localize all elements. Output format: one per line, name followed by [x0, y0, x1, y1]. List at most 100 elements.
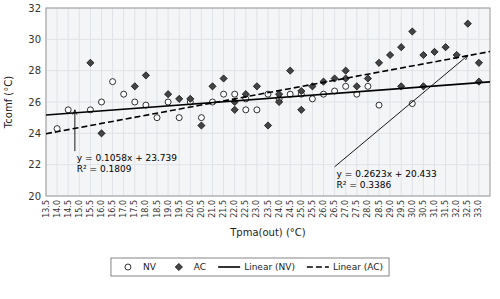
x-tick-label: 25.5 [308, 200, 317, 218]
scatter-point [398, 44, 405, 51]
scatter-point [364, 75, 371, 82]
scatter-point [142, 72, 149, 79]
x-tick-label: 17.0 [119, 200, 128, 218]
scatter-point [298, 87, 305, 94]
plot-frame [46, 8, 490, 196]
x-tick-label: 13.5 [42, 200, 51, 218]
plot-data [46, 20, 490, 137]
x-axis-label: Tpma(out) (°C) [229, 227, 306, 238]
scatter-point [365, 83, 371, 89]
scatter-point [287, 67, 294, 74]
x-tick-label: 22.5 [241, 200, 250, 218]
scatter-point [475, 59, 482, 66]
legend-marker [125, 264, 131, 270]
scatter-point [264, 122, 271, 129]
scatter-point [65, 107, 71, 113]
x-tick-label: 18.0 [141, 200, 150, 218]
x-tick-label: 32.5 [463, 200, 472, 218]
scatter-point [87, 59, 94, 66]
y-tick-label: 20 [28, 191, 41, 202]
legend-frame [111, 258, 389, 276]
scatter-point [209, 83, 216, 90]
legend-line [307, 266, 329, 268]
x-tick-label: 26.0 [319, 200, 328, 218]
annotation-text: R² = 0.3386 [337, 180, 392, 190]
scatter-point [232, 91, 238, 97]
legend-label: Linear (AC) [333, 262, 383, 272]
x-tick-label: 33.0 [474, 200, 483, 218]
x-tick-label: 24.0 [275, 200, 284, 218]
scatter-point [253, 83, 260, 90]
y-tick-label: 30 [28, 34, 41, 45]
legend-label: NV [143, 262, 157, 272]
scatter-point [110, 79, 116, 85]
y-tick-label: 26 [28, 97, 41, 108]
x-tick-label: 17.5 [130, 200, 139, 218]
x-tick-label: 22.0 [230, 200, 239, 218]
x-tick-label: 26.5 [330, 200, 339, 218]
legend-item: Linear (AC) [307, 262, 383, 272]
tick-labels: 13.514.014.515.015.516.016.517.017.518.0… [28, 3, 483, 218]
x-tick-label: 30.5 [419, 200, 428, 218]
x-tick-label: 21.0 [208, 200, 217, 218]
scatter-point [176, 95, 183, 102]
scatter-point [375, 59, 382, 66]
scatter-point [154, 115, 160, 121]
scatter-point [131, 83, 138, 90]
x-tick-label: 32.0 [452, 200, 461, 218]
scatter-point [132, 99, 138, 105]
y-tick-label: 24 [28, 128, 41, 139]
scatter-point [165, 99, 171, 105]
x-tick-label: 31.0 [430, 200, 439, 218]
x-tick-label: 27.0 [341, 200, 350, 218]
scatter-point [298, 106, 305, 113]
legend-line [218, 266, 240, 268]
legend-item: Linear (NV) [218, 262, 295, 272]
legend-marker [175, 263, 182, 270]
scatter-series [54, 79, 415, 132]
scatter-point [343, 83, 349, 89]
x-tick-label: 27.5 [352, 200, 361, 218]
annotation-text: y = 0.1058x + 23.739 [77, 153, 177, 163]
scatter-point [442, 44, 449, 51]
x-tick-label: 28.5 [375, 200, 384, 218]
scatter-point [231, 106, 238, 113]
annotation-arrow [74, 110, 75, 151]
x-tick-label: 15.0 [75, 200, 84, 218]
x-tick-label: 23.5 [264, 200, 273, 218]
y-grid-line [46, 70, 490, 71]
x-tick-label: 24.5 [286, 200, 295, 218]
scatter-series [87, 20, 483, 137]
scatter-point [187, 95, 194, 102]
x-tick-label: 31.5 [441, 200, 450, 218]
x-tick-label: 20.0 [186, 200, 195, 218]
annotations: y = 0.1058x + 23.739R² = 0.1809y = 0.262… [75, 55, 468, 189]
scatter-point [98, 130, 105, 137]
x-tick-label: 14.5 [64, 200, 73, 218]
scatter-point [342, 67, 349, 74]
scatter-point [220, 75, 227, 82]
y-tick-label: 32 [28, 3, 41, 14]
scatter-point [254, 107, 260, 113]
x-tick-label: 28.0 [363, 200, 372, 218]
legend-item: AC [175, 262, 206, 272]
chart: 13.514.014.515.015.516.016.517.017.518.0… [0, 0, 500, 299]
y-grid-line [46, 39, 490, 40]
scatter-point [376, 102, 382, 108]
scatter-point [464, 20, 471, 27]
scatter-point [198, 115, 204, 121]
scatter-point [165, 91, 172, 98]
x-tick-label: 20.5 [197, 200, 206, 218]
x-tick-label: 21.5 [219, 200, 228, 218]
scatter-point [409, 28, 416, 35]
scatter-point [353, 83, 360, 90]
scatter-point [420, 51, 427, 58]
y-tick-label: 28 [28, 65, 41, 76]
legend-label: AC [194, 262, 206, 272]
grid [46, 8, 490, 196]
scatter-point [198, 122, 205, 129]
annotation-arrow [335, 55, 468, 166]
x-tick-label: 19.5 [175, 200, 184, 218]
y-tick-label: 22 [28, 159, 41, 170]
plot-background [46, 8, 490, 196]
